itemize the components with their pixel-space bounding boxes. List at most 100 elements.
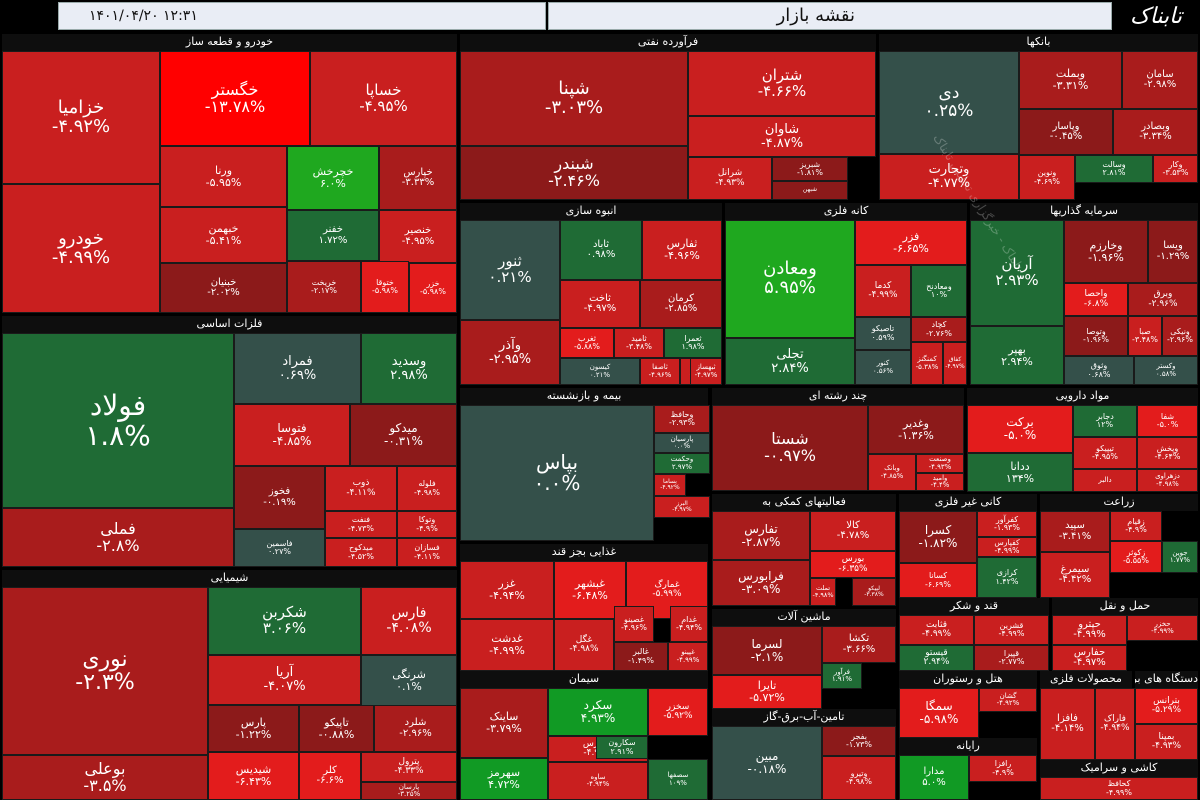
stock-tile[interactable]: وپاسار -۰.۴۵%: [1019, 109, 1113, 155]
stock-tile[interactable]: ساوه -۴.۹۴%: [548, 762, 648, 800]
stock-tile[interactable]: بمپنا -۴.۹۳%: [1135, 724, 1198, 760]
stock-tile[interactable]: تملت -۴.۹۸%: [810, 578, 836, 606]
stock-tile[interactable]: فخوز -۰.۱۹%: [234, 466, 325, 529]
stock-tile[interactable]: شستا -۰.۹۷%: [712, 405, 868, 491]
stock-tile[interactable]: شلرد -۲.۹۶%: [374, 705, 457, 752]
stock-tile[interactable]: وبملت -۳.۳۱%: [1019, 51, 1122, 109]
stock-tile[interactable]: کفاق -۴.۹۷%: [943, 342, 967, 385]
stock-tile[interactable]: ثغرب -۵.۸۸%: [560, 328, 614, 358]
stock-tile[interactable]: ثاصفا -۴.۹۶%: [640, 358, 680, 385]
stock-tile[interactable]: وتیرو -۴.۹۸%: [822, 756, 896, 800]
stock-tile[interactable]: وثوق ۰.۶۸%: [1064, 356, 1134, 385]
stock-tile[interactable]: تاصیکو ۰.۵۹%: [855, 317, 911, 350]
stock-tile[interactable]: قپیرا -۲.۷۷%: [974, 645, 1049, 671]
stock-tile[interactable]: فتوسا -۴.۸۵%: [234, 404, 350, 466]
stock-tile[interactable]: دزهراوی -۴.۹۸%: [1137, 469, 1198, 492]
stock-tile[interactable]: قشرین -۴.۹۹%: [974, 615, 1049, 645]
stock-tile[interactable]: شبهن: [772, 181, 848, 200]
stock-tile[interactable]: فرآور ۱.۹۱%: [822, 663, 862, 689]
stock-tile[interactable]: کیسون ۰.۲۱%: [560, 358, 640, 385]
stock-tile[interactable]: کحافظ -۴.۹۹%: [1040, 777, 1198, 800]
stock-tile[interactable]: وخارزم -۱.۹۶%: [1064, 220, 1148, 283]
stock-tile[interactable]: سامان -۲.۹۸%: [1122, 51, 1198, 109]
stock-tile[interactable]: میدکوح -۴.۵۲%: [325, 538, 397, 567]
stock-tile[interactable]: ورنا -۵.۹۵%: [160, 146, 287, 207]
stock-tile[interactable]: کسانا -۶.۶۹%: [899, 563, 977, 598]
stock-tile[interactable]: البرز -۴.۹۷%: [654, 496, 710, 518]
stock-tile[interactable]: ثفارس -۴.۹۶%: [642, 220, 722, 280]
stock-tile[interactable]: غالبر -۱.۴۹%: [614, 642, 668, 671]
stock-tile[interactable]: ومعادن ۵.۹۵%: [725, 220, 855, 338]
stock-tile[interactable]: حفارس -۴.۹۷%: [1052, 645, 1127, 671]
stock-tile[interactable]: تاپیکو -۰.۸۸%: [299, 705, 374, 752]
stock-tile[interactable]: کرازی ۱.۴۲%: [977, 557, 1037, 598]
stock-tile[interactable]: زکوثر -۵.۵۵%: [1110, 541, 1162, 573]
stock-tile[interactable]: خگستر -۱۳.۷۸%: [160, 51, 310, 146]
stock-tile[interactable]: کنور ۰.۵۶%: [855, 350, 911, 385]
stock-tile[interactable]: غدام -۴.۹۴%: [670, 606, 708, 642]
stock-tile[interactable]: شیدیس -۶.۴۳%: [208, 752, 299, 800]
stock-tile[interactable]: فلوله -۴.۹۸%: [397, 466, 457, 511]
stock-tile[interactable]: خزر -۵.۹۸%: [409, 263, 457, 313]
stock-tile[interactable]: ثبهساز -۴.۹۷%: [690, 358, 722, 385]
stock-tile[interactable]: غگل -۴.۹۸%: [554, 619, 614, 671]
stock-tile[interactable]: تایرا -۵.۷۲%: [712, 675, 822, 709]
stock-tile[interactable]: وکار -۳.۵۳%: [1153, 155, 1198, 183]
stock-tile[interactable]: غزر -۴.۹۴%: [460, 561, 554, 619]
stock-tile[interactable]: سصفها ۱۰۹%: [648, 759, 708, 800]
site-logo[interactable]: تابناک: [1130, 4, 1182, 29]
stock-tile[interactable]: میدکو -۰.۳۱%: [350, 404, 457, 466]
stock-tile[interactable]: تفارس -۲.۸۷%: [712, 511, 810, 560]
stock-tile[interactable]: ثعمرا ۱.۹۸%: [664, 328, 722, 358]
stock-tile[interactable]: بساما -۴.۹۲%: [654, 474, 686, 496]
stock-tile[interactable]: بفجر -۱.۷۳%: [822, 726, 896, 756]
stock-tile[interactable]: کرمان -۲.۸۵%: [640, 280, 722, 328]
stock-tile[interactable]: شرنگی ۰.۱%: [361, 655, 457, 707]
stock-tile[interactable]: شپنا -۳.۰۳%: [460, 51, 688, 146]
stock-tile[interactable]: کالا -۴.۷۸%: [810, 511, 896, 551]
stock-tile[interactable]: لپیکو -۳.۳۸%: [852, 578, 896, 606]
stock-tile[interactable]: شفا -۵.۰%: [1137, 405, 1198, 437]
stock-tile[interactable]: دالبر: [1073, 469, 1137, 492]
stock-tile[interactable]: کمنگنز -۵.۳۸%: [911, 342, 943, 385]
stock-tile[interactable]: مبین -۰.۱۸%: [712, 726, 822, 800]
stock-tile[interactable]: شاوان -۴.۸۷%: [688, 116, 876, 157]
stock-tile[interactable]: شتران -۴.۶۶%: [688, 51, 876, 116]
stock-tile[interactable]: لسرما -۲.۱%: [712, 626, 822, 675]
stock-tile[interactable]: پارسیان ۰.۰%: [654, 433, 710, 453]
stock-tile[interactable]: کچاد -۲.۷۶%: [911, 317, 967, 342]
stock-tile[interactable]: حپترو -۴.۹۹%: [1052, 615, 1127, 645]
stock-tile[interactable]: مدارا ۵.۰%: [899, 755, 969, 800]
stock-tile[interactable]: ثاباد ۰.۹۸%: [560, 220, 642, 280]
stock-tile[interactable]: فاراک -۴.۹۴%: [1095, 688, 1135, 760]
stock-tile[interactable]: سکارون ۲.۹۱%: [596, 736, 648, 759]
stock-tile[interactable]: دجابر ۱۲%: [1073, 405, 1137, 437]
stock-tile[interactable]: وتوکا -۴.۹%: [397, 511, 457, 538]
stock-tile[interactable]: وغدیر -۱.۳۶%: [868, 405, 964, 454]
stock-tile[interactable]: وصنعت -۴.۹۳%: [916, 454, 964, 473]
stock-tile[interactable]: فارس -۴.۰۸%: [361, 587, 457, 655]
stock-tile[interactable]: وبصادر -۳.۳۴%: [1113, 109, 1198, 155]
stock-tile[interactable]: ونوین -۴.۶۹%: [1019, 155, 1075, 200]
stock-tile[interactable]: بوعلی -۳.۵%: [2, 755, 208, 800]
stock-tile[interactable]: فرابورس -۳.۰۹%: [712, 560, 810, 606]
stock-tile[interactable]: سمگا -۵.۹۸%: [899, 688, 979, 738]
stock-tile[interactable]: شبندر -۲.۴۶%: [460, 146, 688, 200]
stock-tile[interactable]: وپخش -۴.۶۴%: [1137, 437, 1198, 469]
stock-tile[interactable]: فزر -۶.۶۵%: [855, 220, 967, 265]
stock-tile[interactable]: غدشت -۴.۹۹%: [460, 619, 554, 671]
stock-tile[interactable]: ومعادنح ۱۰%: [911, 265, 967, 317]
stock-tile[interactable]: وسالت ۲.۸۱%: [1075, 155, 1153, 183]
stock-tile[interactable]: کلر -۶.۶%: [299, 752, 361, 800]
stock-tile[interactable]: ذوب -۴.۱۱%: [325, 466, 397, 511]
stock-tile[interactable]: نوری -۲.۳%: [2, 587, 208, 755]
stock-tile[interactable]: پارس -۱.۲۲%: [208, 705, 299, 752]
stock-tile[interactable]: شکربن ۳.۰۶%: [208, 587, 361, 655]
stock-tile[interactable]: تکشا -۳.۶۶%: [822, 626, 896, 663]
stock-tile[interactable]: سخزر -۵.۹۲%: [648, 688, 708, 736]
stock-tile[interactable]: بپاس ۰.۰%: [460, 405, 654, 541]
stock-tile[interactable]: سهرمز ۴.۷۲%: [460, 758, 548, 800]
stock-tile[interactable]: غصینو -۴.۹۶%: [614, 606, 654, 642]
stock-tile[interactable]: خساپا -۴.۹۵%: [310, 51, 457, 146]
stock-tile[interactable]: بورس -۶.۳۵%: [810, 551, 896, 578]
